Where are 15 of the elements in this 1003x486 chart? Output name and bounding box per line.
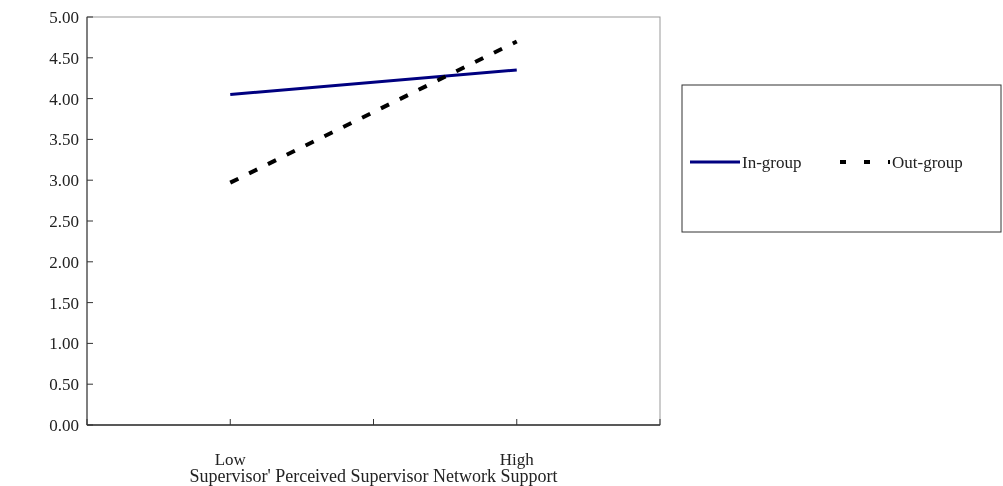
x-tick-label: High [499, 450, 535, 469]
y-tick-label: 1.50 [49, 293, 79, 313]
legend-label: In-group [742, 152, 802, 172]
y-tick-label: 4.50 [49, 48, 79, 68]
y-tick-label: 3.50 [49, 130, 79, 150]
x-tick-label: Low [214, 450, 247, 469]
y-tick-label: 4.00 [49, 89, 79, 109]
y-tick-label: 0.00 [49, 415, 79, 435]
y-tick-label: 5.00 [49, 7, 79, 27]
y-tick-label: 2.00 [49, 252, 79, 272]
legend-label: Out-group [892, 152, 963, 172]
y-tick-label: 0.50 [49, 375, 79, 395]
y-tick-label: 1.00 [49, 334, 79, 354]
y-tick-label: 2.50 [49, 211, 79, 231]
y-tick-label: 3.00 [49, 171, 79, 191]
